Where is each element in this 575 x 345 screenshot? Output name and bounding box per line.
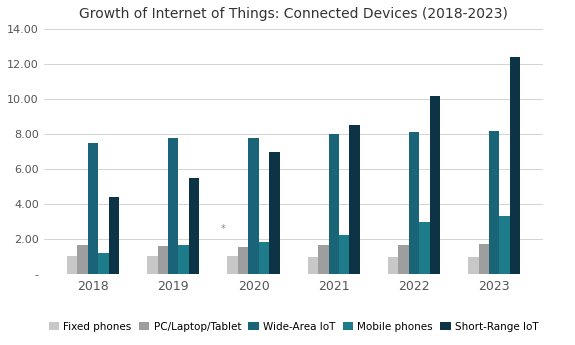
Bar	[398, 245, 409, 274]
Bar	[269, 151, 279, 274]
Bar	[109, 197, 119, 274]
Text: *: *	[221, 225, 225, 235]
Bar	[147, 256, 158, 274]
Bar	[510, 57, 520, 274]
Bar	[88, 143, 98, 274]
Bar	[350, 125, 360, 274]
Bar	[238, 247, 248, 274]
Bar	[228, 256, 238, 274]
Bar	[489, 130, 500, 274]
Bar	[78, 245, 88, 274]
Bar	[468, 257, 478, 274]
Bar	[409, 132, 419, 274]
Bar	[158, 246, 168, 274]
Bar	[339, 235, 350, 274]
Bar	[419, 223, 430, 274]
Bar	[308, 257, 318, 274]
Bar	[500, 216, 510, 274]
Bar	[67, 256, 78, 274]
Bar	[168, 138, 178, 274]
Bar	[259, 242, 269, 274]
Legend: Fixed phones, PC/Laptop/Tablet, Wide-Area IoT, Mobile phones, Short-Range IoT: Fixed phones, PC/Laptop/Tablet, Wide-Are…	[46, 318, 542, 335]
Bar	[189, 178, 200, 274]
Bar	[248, 138, 259, 274]
Bar	[388, 257, 398, 274]
Bar	[328, 134, 339, 274]
Bar	[318, 245, 328, 274]
Bar	[430, 96, 440, 274]
Bar	[178, 245, 189, 274]
Title: Growth of Internet of Things: Connected Devices (2018-2023): Growth of Internet of Things: Connected …	[79, 7, 508, 21]
Bar	[478, 244, 489, 274]
Bar	[98, 253, 109, 274]
